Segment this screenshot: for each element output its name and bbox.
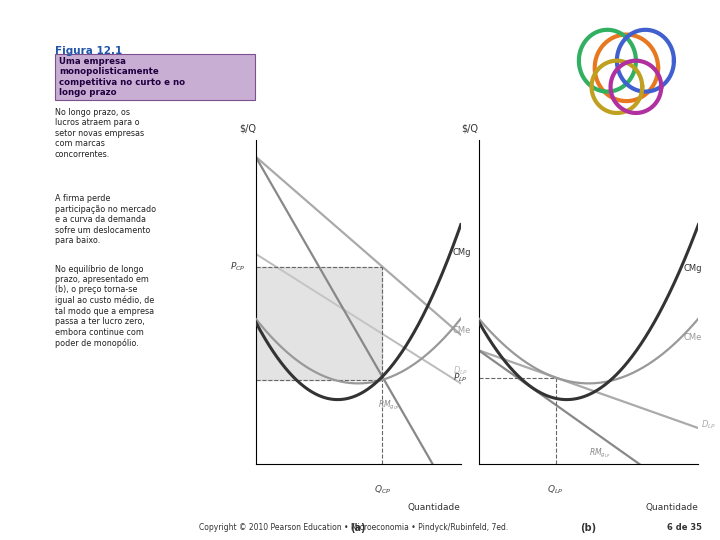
Text: CMe: CMe: [683, 333, 701, 342]
Text: Figura 12.1: Figura 12.1: [55, 46, 122, 56]
Text: CMg: CMg: [683, 264, 701, 273]
Text: $D_{LP}$: $D_{LP}$: [701, 418, 716, 431]
Text: $D_{LP}$: $D_{LP}$: [453, 364, 468, 377]
FancyBboxPatch shape: [55, 54, 256, 100]
Text: $P_{LP}$: $P_{LP}$: [453, 372, 468, 384]
Text: CMg: CMg: [453, 248, 471, 257]
Text: CMe: CMe: [453, 326, 471, 335]
Text: $Q_{LP}$: $Q_{LP}$: [547, 484, 564, 496]
Text: No longo prazo, os
lucros atraem para o
setor novas empresas
com marcas
concorre: No longo prazo, os lucros atraem para o …: [55, 108, 144, 159]
Text: Uma empresa
monopolisticamente
competitiva no curto e no
longo prazo: Uma empresa monopolisticamente competiti…: [60, 57, 186, 97]
Text: Copyright © 2010 Pearson Education • Microeconomia • Pindyck/Rubinfeld, 7ed.: Copyright © 2010 Pearson Education • Mic…: [199, 523, 508, 532]
Text: A firma perde
participação no mercado
e a curva da demanda
sofre um deslocamento: A firma perde participação no mercado e …: [55, 194, 156, 245]
Text: (b): (b): [580, 523, 597, 533]
Text: Quantidade: Quantidade: [408, 503, 461, 512]
Text: Capítulo 12: Competição monopolística e oligopólio: Capítulo 12: Competição monopolística e …: [4, 165, 12, 375]
Text: 6 de 35: 6 de 35: [667, 523, 703, 532]
Text: $P_{CP}$: $P_{CP}$: [230, 260, 246, 273]
Text: $RM_{g_{CP}}$: $RM_{g_{CP}}$: [378, 399, 400, 412]
Text: (a): (a): [351, 523, 366, 533]
Text: $RM_{g_{LP}}$: $RM_{g_{LP}}$: [589, 447, 611, 460]
Text: $Q_{CP}$: $Q_{CP}$: [374, 484, 391, 496]
Text: $/Q: $/Q: [462, 124, 478, 134]
Text: Quantidade: Quantidade: [646, 503, 698, 512]
Text: No equilíbrio de longo
prazo, apresentado em
(b), o preço torna-se
igual ao cust: No equilíbrio de longo prazo, apresentad…: [55, 265, 154, 348]
Text: $/Q: $/Q: [239, 124, 256, 134]
